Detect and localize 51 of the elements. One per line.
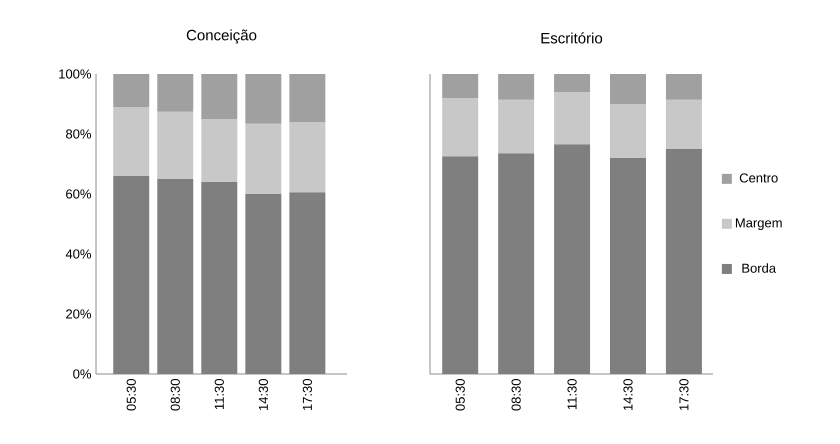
bar (157, 178, 194, 374)
bar (554, 74, 590, 92)
legend-label: Borda (742, 263, 776, 273)
chart-title: Conceição (186, 29, 256, 44)
bar (610, 104, 646, 158)
bar (498, 99, 534, 154)
x-tick-label: 11:30 (214, 379, 224, 410)
chart-title: Escritório (541, 32, 602, 44)
y-tick-label: 20% (66, 309, 92, 319)
x-tick-label: 14:30 (623, 379, 633, 410)
bar (442, 156, 478, 374)
bar (201, 118, 238, 182)
bar (666, 74, 702, 100)
y-tick-label: 0% (73, 369, 92, 379)
x-tick-label: 08:30 (170, 379, 180, 411)
bar (666, 99, 702, 149)
bar (554, 92, 590, 144)
x-tick-label: 11:30 (567, 379, 577, 410)
bar (289, 192, 326, 374)
bar (289, 74, 326, 122)
legend-label: Centro (740, 173, 778, 183)
bar (442, 98, 478, 156)
bar (201, 74, 238, 119)
bar (666, 148, 702, 374)
y-tick-label: 100% (59, 69, 92, 79)
bar (442, 74, 478, 98)
legend-label: Margem (736, 218, 782, 230)
x-tick-label: 08:30 (512, 379, 521, 411)
bar (498, 74, 534, 100)
bar (113, 74, 150, 107)
bar (554, 144, 590, 374)
bar (157, 111, 194, 179)
x-tick-label: 05:30 (456, 379, 465, 411)
bar (610, 74, 646, 104)
bar (201, 182, 238, 374)
bar (157, 74, 194, 112)
x-tick-label: 17:30 (679, 379, 689, 410)
bar (289, 122, 326, 192)
x-tick-label: 05:30 (126, 379, 136, 411)
x-tick-label: 17:30 (302, 379, 312, 410)
bar (245, 74, 282, 124)
bar (113, 176, 150, 374)
y-tick-label: 80% (66, 129, 92, 139)
bar (610, 158, 646, 374)
bar (113, 106, 150, 176)
bar (245, 194, 282, 374)
bar (498, 153, 534, 374)
x-tick-label: 14:30 (258, 379, 268, 410)
y-tick-label: 60% (66, 189, 92, 199)
bar (245, 123, 282, 194)
y-tick-label: 40% (66, 249, 92, 259)
